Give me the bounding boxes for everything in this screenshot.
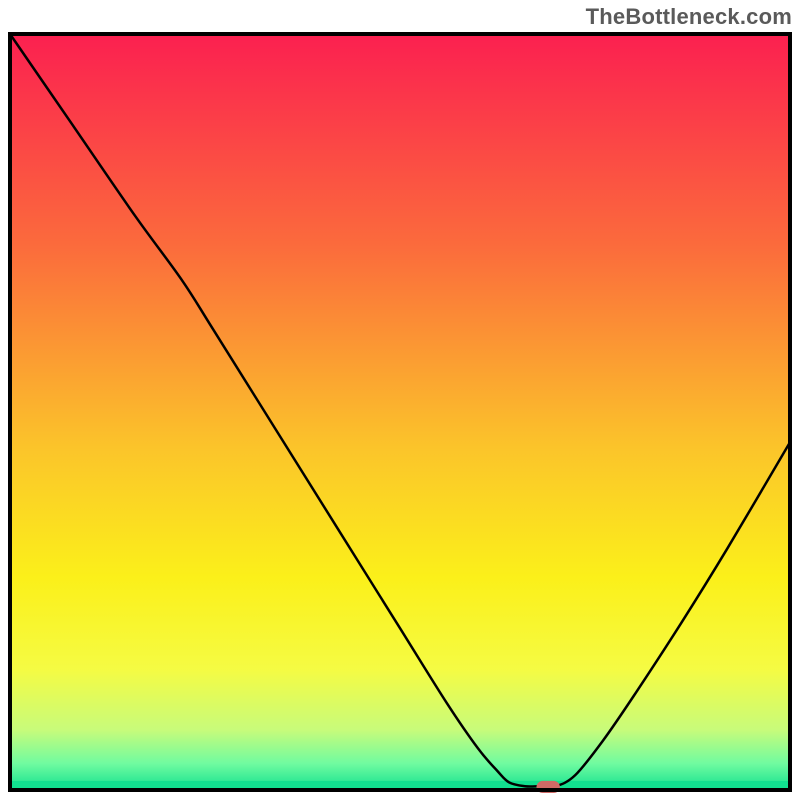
bottleneck-curve-chart [0,0,800,800]
watermark-text: TheBottleneck.com [586,4,792,30]
chart-container: { "watermark": { "text": "TheBottleneck.… [0,0,800,800]
plot-background [10,34,790,790]
